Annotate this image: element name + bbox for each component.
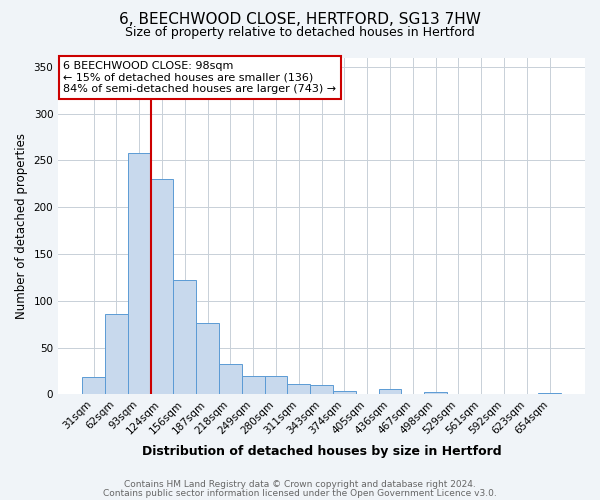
Bar [242, 376, 265, 394]
Text: Contains public sector information licensed under the Open Government Licence v3: Contains public sector information licen… [103, 488, 497, 498]
Bar [287, 384, 310, 394]
Bar [151, 179, 173, 394]
Y-axis label: Number of detached properties: Number of detached properties [15, 133, 28, 319]
Text: Size of property relative to detached houses in Hertford: Size of property relative to detached ho… [125, 26, 475, 39]
Bar [82, 376, 105, 394]
Bar [424, 392, 447, 394]
Bar [219, 364, 242, 394]
Bar [196, 324, 219, 394]
Text: Contains HM Land Registry data © Crown copyright and database right 2024.: Contains HM Land Registry data © Crown c… [124, 480, 476, 489]
Bar [128, 153, 151, 394]
Bar [310, 385, 333, 394]
Bar [538, 392, 561, 394]
Bar [333, 390, 356, 394]
X-axis label: Distribution of detached houses by size in Hertford: Distribution of detached houses by size … [142, 444, 502, 458]
Bar [173, 280, 196, 394]
Text: 6 BEECHWOOD CLOSE: 98sqm
← 15% of detached houses are smaller (136)
84% of semi-: 6 BEECHWOOD CLOSE: 98sqm ← 15% of detach… [64, 61, 337, 94]
Bar [105, 314, 128, 394]
Bar [265, 376, 287, 394]
Bar [379, 389, 401, 394]
Text: 6, BEECHWOOD CLOSE, HERTFORD, SG13 7HW: 6, BEECHWOOD CLOSE, HERTFORD, SG13 7HW [119, 12, 481, 28]
